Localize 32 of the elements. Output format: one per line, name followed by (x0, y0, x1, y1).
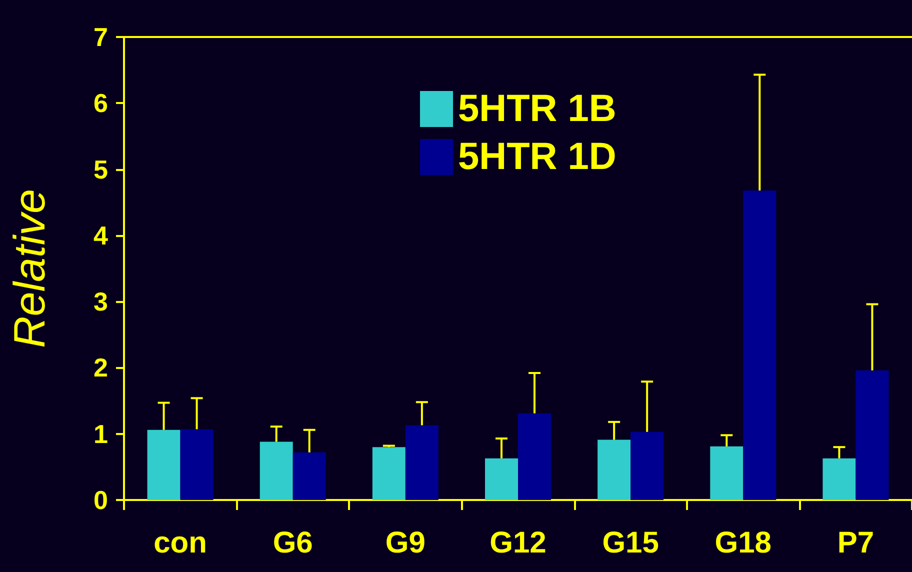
y-tick-label: 0 (94, 485, 108, 515)
legend-label: 5HTR 1D (458, 136, 616, 178)
bar (856, 370, 889, 500)
bar (180, 429, 214, 500)
y-tick-label: 6 (94, 88, 108, 118)
y-tick-label: 7 (94, 22, 108, 52)
x-tick-label: G15 (602, 526, 659, 560)
bar (147, 430, 180, 500)
bar (822, 458, 856, 500)
y-axis-title: Relative (6, 189, 54, 348)
y-tick-label: 1 (94, 418, 108, 449)
bar (710, 446, 744, 500)
bar (260, 442, 293, 500)
x-tick-label: con (154, 526, 207, 560)
x-tick-label: G12 (490, 526, 546, 560)
bar (598, 440, 631, 500)
bar (405, 425, 438, 500)
bar (630, 432, 664, 500)
bar (292, 452, 326, 500)
x-tick-label: P7 (837, 526, 874, 560)
x-tick-label: G18 (714, 526, 772, 560)
y-tick-label: 4 (94, 220, 109, 250)
bar (485, 458, 518, 500)
y-tick-label: 5 (94, 154, 108, 184)
bar (743, 190, 776, 500)
bar (518, 413, 551, 500)
y-tick-label: 2 (94, 352, 108, 383)
x-tick-label: G9 (385, 526, 426, 560)
legend-label: 5HTR 1B (458, 88, 616, 130)
bar (372, 447, 406, 500)
x-tick-label: G6 (272, 526, 313, 560)
y-tick-label: 3 (94, 286, 108, 317)
